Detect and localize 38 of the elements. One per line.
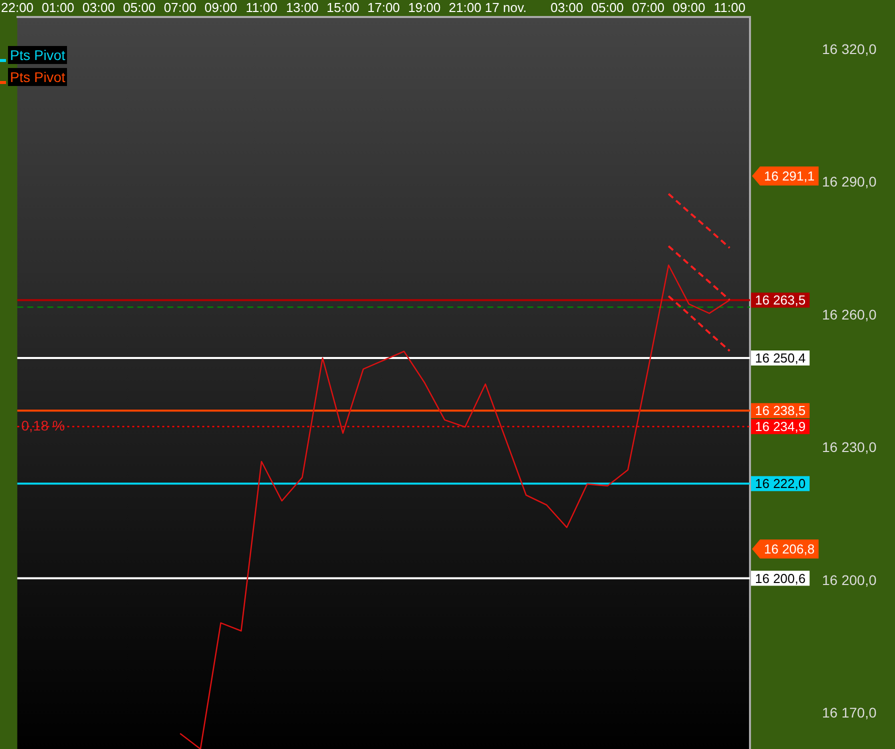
x-tick-label: 19:00 — [408, 0, 441, 15]
legend-label: Pts Pivot — [8, 68, 68, 86]
x-tick-label: 03:00 — [82, 0, 115, 15]
y-tick-label: 16 170,0 — [822, 704, 877, 720]
line-series — [668, 245, 731, 302]
x-tick-label: 17:00 — [367, 0, 400, 15]
x-tick-label: 21:00 — [448, 0, 482, 15]
data-label: 16 222,0 — [755, 476, 806, 492]
y-tick-label: 16 200,0 — [822, 572, 877, 588]
y-tick-label: 16 260,0 — [822, 306, 877, 322]
x-tick-label: 11:00 — [246, 0, 278, 15]
legend-label: Pts Pivot — [8, 46, 68, 64]
x-tick-label: 22:00 — [0, 0, 34, 15]
ref-line-label: 16 250,4 — [755, 350, 806, 366]
x-tick-label: 13:00 — [286, 0, 318, 15]
x-tick-label: 07:00 — [632, 0, 665, 15]
x-tick-label: 01:00 — [42, 0, 74, 15]
ref-line-label: 16 200,6 — [755, 570, 806, 586]
y-tick-label: 16 320,0 — [822, 41, 877, 58]
y-tick-label: 16 290,0 — [822, 174, 877, 190]
x-tick-label: 03:00 — [550, 0, 584, 15]
x-tick-label: 05:00 — [123, 0, 156, 15]
x-tick-label: 05:00 — [591, 0, 624, 15]
x-tick-label: 15:00 — [326, 0, 360, 15]
line-series — [668, 192, 731, 249]
data-label: 16 238,5 — [755, 403, 806, 418]
y-tick-label: 16 230,0 — [822, 439, 877, 456]
line-series — [668, 295, 731, 352]
x-tick-label: 09:00 — [204, 0, 238, 15]
text: 16 206,8 — [764, 542, 815, 557]
x-tick-label: 09:00 — [672, 0, 706, 15]
text: 16 291,1 — [764, 168, 815, 184]
x-tick-label: 07:00 — [164, 0, 196, 15]
annotation: 0,18 % — [21, 417, 65, 434]
ref-line-label: 16 234,9 — [755, 419, 806, 434]
x-tick-label: 11:00 — [714, 0, 746, 15]
ref-line-label: 16 263,5 — [755, 292, 806, 308]
x-tick-label: 17 nov. — [484, 0, 527, 15]
